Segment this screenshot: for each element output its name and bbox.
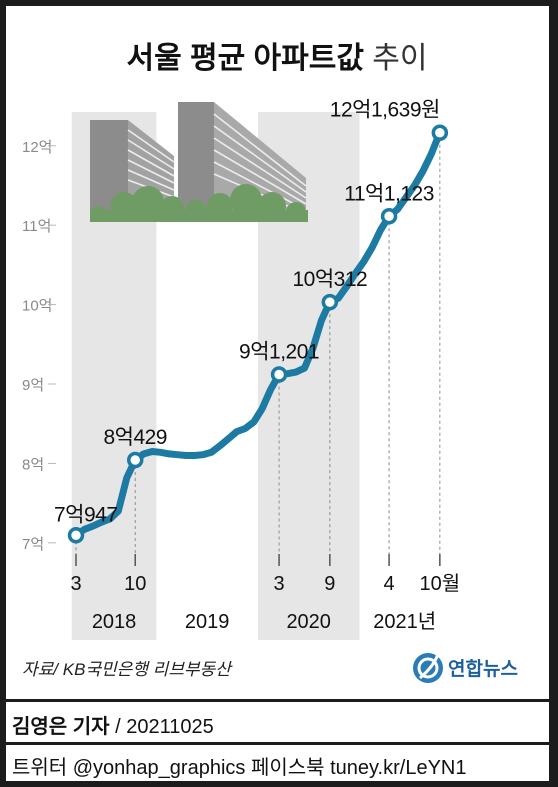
data-label: 12억1,639원 (330, 99, 440, 122)
chart-canvas: 7억 8억 9억 10억 11억 12억 2018 2019 2020 2021년 3 10 3 9 4 1… (22, 42, 518, 683)
data-point (126, 451, 144, 469)
x-tick-label: 3 (70, 573, 81, 595)
year-label: 2021년 (373, 610, 436, 633)
yonhap-logo: 연합뉴스 (413, 653, 518, 683)
data-label: 8억429 (103, 426, 167, 449)
x-tick-label: 10 (124, 573, 146, 595)
y-tick-label: 11억 (22, 218, 51, 235)
data-label: 7억947 (54, 503, 118, 526)
apartment-illustration (90, 102, 308, 222)
y-axis: 7억 8억 9억 10억 11억 12억 (22, 139, 56, 553)
social-links: 트위터 @yonhap_graphics 페이스북 tuney.kr/LeYN1 (12, 757, 467, 779)
social-bar: 트위터 @yonhap_graphics 페이스북 tuney.kr/LeYN1 (6, 745, 549, 781)
data-labels: 7억947 8억429 9억1,201 10억312 11억1,123 12억1,639원 (54, 99, 440, 527)
x-tick-label: 9 (324, 573, 335, 595)
data-point (380, 208, 398, 225)
y-tick-label: 8억 (22, 456, 44, 473)
chart-title-bold: 서울 평균 아파트값 (126, 42, 364, 75)
reporter-name: 김영은 기자 (12, 716, 110, 738)
x-tick-label: 10월 (420, 572, 461, 595)
byline: 김영은 기자 / 20211025 (12, 710, 214, 739)
y-tick-label: 10억 (22, 298, 53, 315)
data-label: 10억312 (292, 268, 367, 291)
y-tick-label: 7억 (22, 536, 44, 553)
y-tick-label: 9억 (22, 377, 44, 394)
x-tick-label: 3 (274, 573, 285, 595)
chart-title-light: 추이 (364, 42, 428, 75)
data-point (431, 124, 449, 141)
chart-card: 7억 8억 9억 10억 11억 12억 2018 2019 2020 2021년 3 10 3 9 4 1… (6, 6, 549, 699)
x-axis: 2018 2019 2020 2021년 3 10 3 9 4 10월 (70, 554, 460, 633)
data-markers (67, 124, 449, 544)
byline-bar: 김영은 기자 / 20211025 (6, 702, 549, 742)
logo-wordmark: 연합뉴스 (448, 658, 518, 680)
publish-date: / 20211025 (109, 716, 214, 738)
source-note: 자료/ KB국민은행 리브부동산 (22, 660, 233, 679)
y-tick-label: 12억 (22, 139, 53, 156)
data-label: 11억1,123 (344, 182, 434, 205)
data-label: 9억1,201 (239, 340, 319, 363)
chart-title: 서울 평균 아파트값 추이 (126, 42, 427, 75)
year-label: 2019 (185, 611, 230, 633)
data-point (270, 366, 288, 383)
data-point (321, 293, 339, 311)
year-label: 2018 (92, 611, 137, 633)
x-tick-label: 4 (384, 573, 395, 595)
year-label: 2020 (286, 611, 331, 633)
data-point (67, 527, 85, 544)
